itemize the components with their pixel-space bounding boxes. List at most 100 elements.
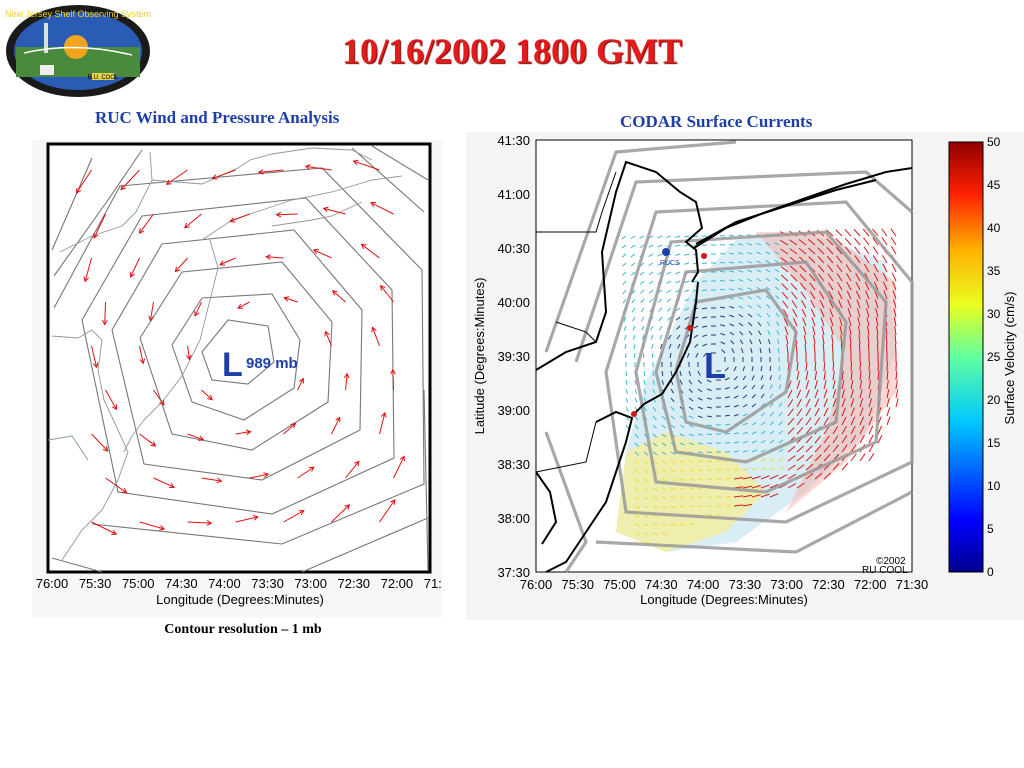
current-vector (775, 312, 780, 318)
current-vector (633, 352, 636, 359)
current-vector (729, 297, 735, 300)
current-vector (832, 361, 835, 372)
current-vector (868, 361, 871, 372)
wind-arrow (276, 213, 298, 216)
current-vector (706, 388, 712, 392)
wind-arrow-head (263, 472, 270, 478)
current-vector (686, 352, 690, 358)
current-vector (679, 496, 685, 499)
current-vector (760, 375, 764, 381)
colorbar-tick-label: 35 (987, 264, 1001, 278)
current-vector (801, 308, 807, 318)
current-vector (859, 416, 865, 426)
current-vector (652, 415, 657, 421)
current-vector (652, 388, 656, 394)
current-vector (886, 389, 890, 399)
current-vector (751, 494, 761, 498)
colorbar-tick-label: 30 (987, 307, 1001, 321)
current-vector (805, 417, 812, 426)
current-vector (807, 238, 816, 246)
wind-arrow (235, 516, 258, 523)
current-vector (751, 403, 757, 408)
current-vector (751, 366, 754, 372)
current-vector (823, 426, 830, 435)
current-vector (742, 494, 752, 498)
codar-y-tick-label: 40:30 (497, 241, 530, 256)
wind-arrow-head (354, 460, 360, 467)
current-vector (791, 300, 798, 309)
current-vector (720, 341, 726, 345)
current-vector (886, 370, 889, 381)
current-vector (865, 290, 870, 300)
wind-arrow-head (344, 504, 351, 510)
current-vector (841, 462, 849, 471)
current-vector (631, 307, 636, 313)
current-vector (832, 435, 839, 444)
current-vector (697, 388, 703, 393)
current-vector (865, 299, 870, 309)
current-vector (675, 235, 681, 238)
current-vector (622, 298, 627, 304)
current-vector (643, 505, 649, 509)
current-vector (729, 314, 735, 318)
current-vector (634, 397, 638, 403)
wind-arrow (184, 213, 202, 229)
current-vector (813, 343, 816, 354)
current-vector (675, 307, 681, 312)
current-vector (632, 316, 636, 322)
current-vector (857, 317, 861, 327)
current-vector (733, 450, 740, 453)
current-vector (883, 281, 888, 291)
colorbar-tick-label: 25 (987, 350, 1001, 364)
current-vector (796, 482, 805, 489)
current-vector (823, 416, 829, 426)
current-vector (634, 379, 637, 385)
state-boundaries (535, 171, 617, 473)
ruc-x-axis-ticks: 76:00 75:30 75:00 74:30 74:00 73:30 73:00 72:30… (36, 576, 442, 591)
wind-arrow (392, 369, 395, 391)
current-vector (666, 307, 672, 312)
current-vector (877, 434, 883, 444)
wind-arrow (105, 477, 127, 494)
current-vector (774, 251, 780, 255)
current-vector (751, 431, 757, 435)
wind-arrow-head (298, 377, 304, 384)
current-vector (895, 380, 898, 390)
current-vector (882, 254, 888, 264)
current-vector (688, 487, 694, 490)
wind-arrow-head (207, 394, 213, 401)
current-vector (632, 334, 636, 340)
current-vector (872, 255, 879, 264)
current-vector (733, 366, 737, 372)
current-vector (733, 468, 740, 471)
current-vector (659, 334, 663, 340)
current-vector (747, 313, 753, 318)
current-vector (688, 442, 694, 446)
current-vector (796, 426, 804, 435)
current-vector (868, 453, 875, 462)
current-vector (835, 246, 843, 255)
current-vector (652, 487, 658, 491)
current-vector (724, 386, 730, 390)
current-vector (634, 469, 640, 474)
current-vector (724, 441, 731, 444)
current-vector (675, 271, 681, 275)
current-vector (643, 478, 649, 483)
current-vector (835, 229, 843, 237)
current-vector (800, 291, 807, 300)
current-vector (648, 280, 654, 285)
wind-arrow (149, 301, 155, 321)
wind-arrow (379, 412, 386, 435)
wind-arrow (372, 327, 381, 347)
current-vector (760, 421, 766, 426)
codar-x-tick-label: 74:00 (687, 577, 720, 592)
current-vector (730, 340, 735, 345)
wind-arrow-head (174, 266, 181, 273)
current-vector (875, 317, 879, 327)
current-vector (701, 289, 708, 292)
current-vector (688, 469, 694, 472)
nj-shelf-observing-logo: New Jersey Shelf Observing System R.U. C… (5, 5, 151, 97)
current-vector (693, 280, 699, 283)
current-vector (814, 454, 822, 462)
current-vector (648, 253, 654, 257)
